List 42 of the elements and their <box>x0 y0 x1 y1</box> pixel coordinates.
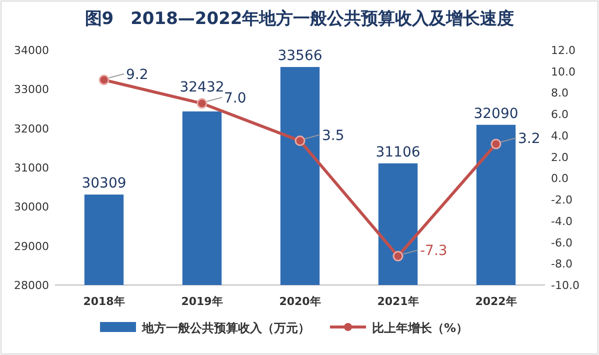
y2-tick-label: 4.0 <box>551 129 568 142</box>
legend-label: 地方一般公共预算收入（万元） <box>141 321 310 335</box>
x-tick-label: 2019年 <box>181 295 223 308</box>
y2-tick-label: 6.0 <box>551 108 568 122</box>
y2-tick-label: -8.0 <box>551 258 572 271</box>
data-label: 3.2 <box>518 131 540 147</box>
data-label: 3.5 <box>322 128 344 144</box>
point <box>294 136 306 146</box>
x-tick-label: 2021年 <box>377 295 419 308</box>
data-label: -7.3 <box>420 243 448 260</box>
x-tick-label: 2018年 <box>83 295 125 308</box>
y-tick-label: 33000 <box>14 83 49 96</box>
y2-tick-label: -4.0 <box>551 214 572 228</box>
point <box>490 138 502 150</box>
y2-tick-label: 12.0 <box>551 44 576 57</box>
y-tick-label: 31000 <box>14 162 49 174</box>
y2-tick-label: 0.0 <box>551 172 568 186</box>
y-tick-label: 34000 <box>14 44 49 57</box>
data-label: 7.0 <box>224 90 246 106</box>
y2-tick-label: 2.0 <box>551 150 568 164</box>
data-label: 30309 <box>82 176 126 192</box>
data-label: 32090 <box>474 106 518 122</box>
data-label: 9.2 <box>126 66 148 83</box>
data-label: 31106 <box>376 144 420 160</box>
data-label: 33566 <box>278 48 322 64</box>
legend-label: 比上年增长（%） <box>372 321 468 335</box>
x-tick-label: 2022年 <box>475 295 517 308</box>
y-tick-label: 29000 <box>14 240 49 253</box>
y2-tick-label: -2.0 <box>551 194 572 207</box>
y2-tick-label: -6.0 <box>551 236 572 250</box>
y-tick-label: 32000 <box>14 122 49 136</box>
y-tick-label: 30000 <box>14 200 49 214</box>
chart-title: 图9 2018—2022年地方一般公共预算收入及增长速度 <box>84 9 514 29</box>
y2-tick-label: 10.0 <box>551 65 576 78</box>
point <box>98 74 110 86</box>
data-label: 32432 <box>180 79 224 96</box>
y2-tick-label: -10.0 <box>551 279 580 292</box>
point <box>392 250 404 262</box>
y2-tick-label: 8.0 <box>551 86 568 100</box>
x-tick-label: 2020年 <box>279 295 321 308</box>
y-tick-label: 28000 <box>14 279 49 292</box>
point <box>196 98 208 109</box>
